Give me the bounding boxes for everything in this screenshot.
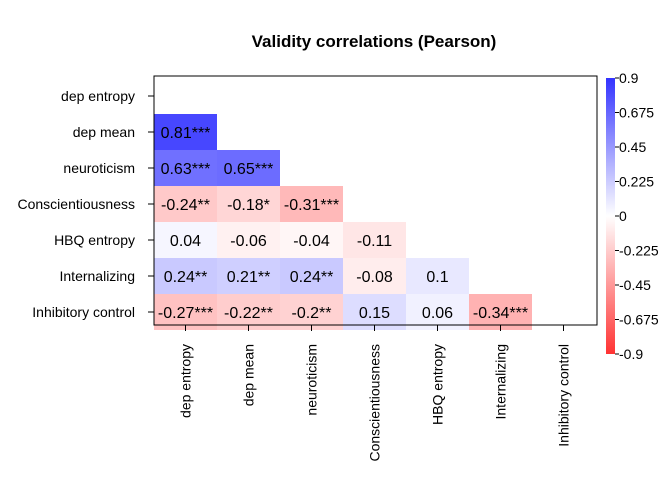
cell-label-internalizing-neuroticism: 0.24**	[290, 269, 334, 286]
cell-label-inhibitory-control-hbq-entropy: 0.06	[422, 305, 453, 322]
row-label-inhibitory-control: Inhibitory control	[32, 304, 135, 320]
cell-label-internalizing-dep-entropy: 0.24**	[164, 269, 208, 286]
legend-tick-label: 0.675	[619, 105, 654, 121]
color-legend: 0.9 0.675 0.45 0.225 0 -0.225 -0.45 -0.675 -0.9	[606, 70, 659, 362]
legend-tick-label: -0.225	[619, 243, 659, 259]
cell-label-inhibitory-control-neuroticism: -0.2**	[291, 305, 331, 322]
cell-inhibitory-control-hbq-entropy	[406, 294, 469, 330]
cell-internalizing-conscientiousness	[343, 258, 406, 294]
cell-label-internalizing-dep-mean: 0.21**	[227, 269, 271, 286]
cell-label-internalizing-conscientiousness: -0.08	[356, 269, 393, 286]
cell-conscientiousness-neuroticism	[280, 186, 343, 222]
cell-neuroticism-dep-mean	[217, 150, 280, 186]
col-label-conscientiousness: Conscientiousness	[367, 344, 383, 462]
cell-label-dep-mean-dep-entropy: 0.81***	[161, 125, 211, 142]
heatmap-cells	[154, 114, 532, 330]
cell-label-inhibitory-control-dep-entropy: -0.27***	[158, 305, 213, 322]
cell-dep-mean-dep-entropy	[154, 114, 217, 150]
col-label-inhibitory-control: Inhibitory control	[556, 344, 572, 447]
cell-label-conscientiousness-dep-entropy: -0.24**	[161, 197, 210, 214]
cell-label-conscientiousness-dep-mean: -0.18*	[227, 197, 270, 214]
legend-tick-label: -0.675	[619, 312, 659, 328]
cell-label-neuroticism-dep-mean: 0.65***	[224, 161, 274, 178]
cell-label-inhibitory-control-internalizing: -0.34***	[473, 305, 528, 322]
row-label-dep-mean: dep mean	[73, 124, 135, 140]
plot-frame	[153, 75, 598, 326]
cell-conscientiousness-dep-mean	[217, 186, 280, 222]
cell-label-neuroticism-dep-entropy: 0.63***	[161, 161, 211, 178]
cell-labels: 0.81*** 0.63*** 0.65*** -0.24** -0.18* -0.31*…	[158, 125, 528, 322]
cell-inhibitory-control-neuroticism	[280, 294, 343, 330]
legend-tick-label: 0.45	[619, 139, 646, 155]
chart-title: Validity correlations (Pearson)	[252, 32, 497, 51]
cell-inhibitory-control-dep-mean	[217, 294, 280, 330]
row-label-internalizing: Internalizing	[60, 268, 136, 284]
cell-hbq-entropy-conscientiousness	[343, 222, 406, 258]
row-label-neuroticism: neuroticism	[63, 160, 135, 176]
legend-color-bar	[606, 78, 615, 354]
cell-inhibitory-control-internalizing	[469, 294, 532, 330]
legend-tick-label: 0.225	[619, 174, 654, 190]
cell-conscientiousness-dep-entropy	[154, 186, 217, 222]
cell-label-hbq-entropy-dep-mean: -0.06	[230, 233, 267, 250]
legend-tick-label: 0	[619, 208, 627, 224]
column-axis-labels: dep entropy dep mean neuroticism Conscienti…	[178, 325, 572, 462]
cell-label-hbq-entropy-neuroticism: -0.04	[293, 233, 330, 250]
cell-inhibitory-control-dep-entropy	[154, 294, 217, 330]
cell-hbq-entropy-dep-entropy	[154, 222, 217, 258]
col-label-neuroticism: neuroticism	[304, 344, 320, 416]
cell-internalizing-dep-mean	[217, 258, 280, 294]
cell-label-internalizing-hbq-entropy: 0.1	[426, 269, 448, 286]
legend-tick-label: -0.45	[619, 277, 651, 293]
row-label-conscientiousness: Conscientiousness	[17, 196, 135, 212]
cell-internalizing-neuroticism	[280, 258, 343, 294]
row-label-hbq-entropy: HBQ entropy	[54, 232, 135, 248]
cell-label-conscientiousness-neuroticism: -0.31***	[284, 197, 339, 214]
cell-internalizing-hbq-entropy	[406, 258, 469, 294]
cell-label-inhibitory-control-dep-mean: -0.22**	[224, 305, 273, 322]
cell-hbq-entropy-dep-mean	[217, 222, 280, 258]
col-label-hbq-entropy: HBQ entropy	[430, 344, 446, 425]
cell-internalizing-dep-entropy	[154, 258, 217, 294]
row-axis-labels: dep entropy dep mean neuroticism Conscienti…	[17, 88, 154, 320]
legend-tick-label: 0.9	[619, 70, 639, 86]
col-label-dep-entropy: dep entropy	[178, 344, 194, 418]
col-label-dep-mean: dep mean	[241, 344, 257, 406]
cell-neuroticism-dep-entropy	[154, 150, 217, 186]
cell-label-hbq-entropy-conscientiousness: -0.11	[357, 233, 392, 250]
col-label-internalizing: Internalizing	[493, 344, 509, 420]
legend-tick-label: -0.9	[619, 346, 643, 362]
row-label-dep-entropy: dep entropy	[61, 88, 135, 104]
cell-hbq-entropy-neuroticism	[280, 222, 343, 258]
cell-inhibitory-control-conscientiousness	[343, 294, 406, 330]
cell-label-hbq-entropy-dep-entropy: 0.04	[170, 233, 201, 250]
cell-label-inhibitory-control-conscientiousness: 0.15	[359, 305, 390, 322]
